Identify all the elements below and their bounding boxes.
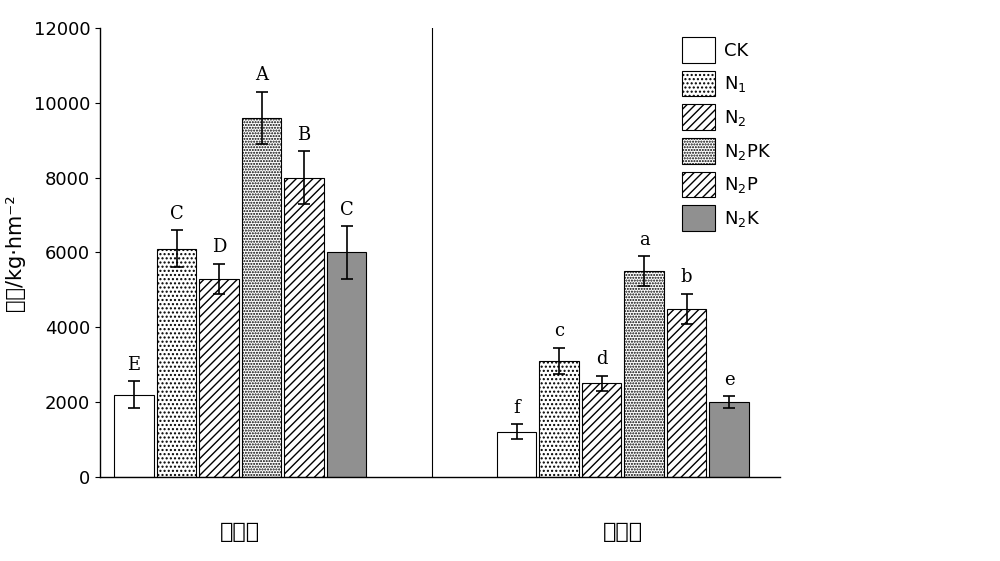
Bar	[327, 252, 366, 477]
Text: D: D	[212, 238, 226, 256]
Bar	[199, 279, 239, 477]
Text: d: d	[596, 351, 607, 369]
Y-axis label: 产量/kg·hm⁻²: 产量/kg·hm⁻²	[5, 194, 25, 311]
Text: b: b	[681, 268, 692, 286]
Bar	[242, 118, 281, 477]
Bar	[497, 432, 536, 477]
Text: e: e	[724, 371, 734, 389]
Bar	[667, 309, 706, 477]
Text: 夏玉米: 夏玉米	[220, 522, 260, 542]
Text: C: C	[340, 201, 353, 219]
Legend: CK, N$_1$, N$_2$, N$_2$PK, N$_2$P, N$_2$K: CK, N$_1$, N$_2$, N$_2$PK, N$_2$P, N$_2$…	[682, 37, 771, 231]
Text: A: A	[255, 66, 268, 84]
Text: f: f	[513, 399, 520, 417]
Text: B: B	[297, 126, 311, 144]
Bar	[624, 271, 664, 477]
Text: C: C	[170, 205, 183, 223]
Bar	[284, 178, 324, 477]
Text: 冬小麦: 冬小麦	[603, 522, 643, 542]
Bar	[114, 394, 154, 477]
Bar	[709, 402, 749, 477]
Text: E: E	[127, 356, 141, 374]
Text: a: a	[639, 231, 649, 249]
Text: c: c	[554, 323, 564, 341]
Bar	[582, 383, 621, 477]
Bar	[539, 361, 579, 477]
Bar	[157, 249, 196, 477]
